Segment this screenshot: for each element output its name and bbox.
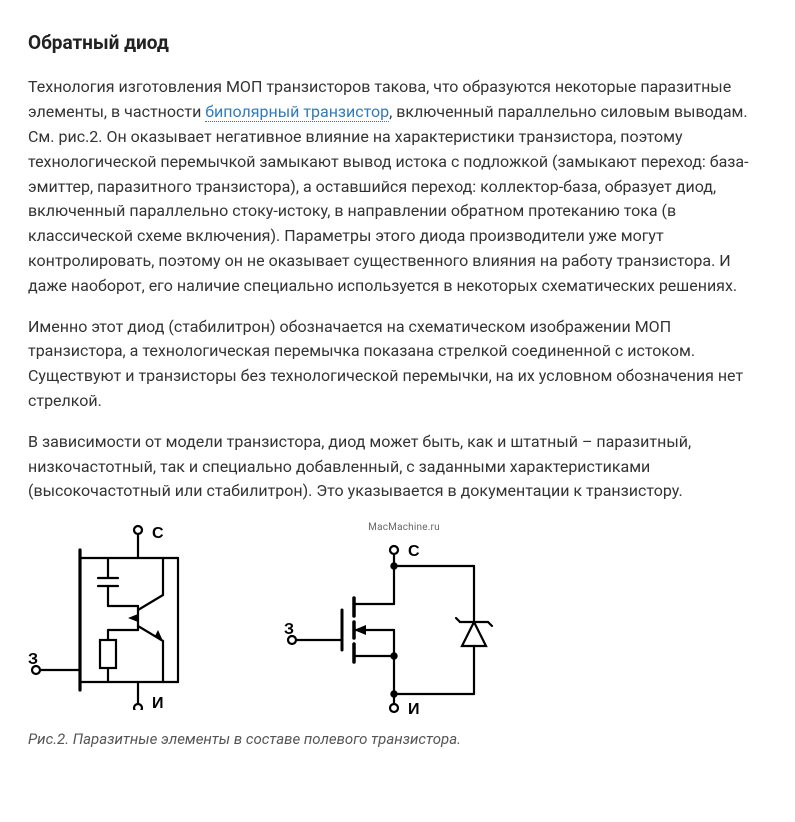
- label-collector-right: С: [408, 543, 420, 560]
- diagram-left: С З И: [28, 520, 248, 710]
- paragraph-3: В зависимости от модели транзистора, дио…: [28, 430, 767, 504]
- section-heading: Обратный диод: [28, 28, 767, 57]
- diagram-right-svg: С З И: [284, 538, 524, 718]
- label-collector-left: С: [152, 525, 164, 542]
- label-gate-left: З: [28, 651, 38, 668]
- paragraph-2: Именно этот диод (стабилитрон) обозначае…: [28, 315, 767, 414]
- label-source-right: И: [408, 701, 420, 718]
- figure-row: С З И MacMachine.ru: [28, 520, 767, 718]
- bipolar-transistor-link[interactable]: биполярный транзистор: [205, 102, 389, 122]
- figure-caption: Рис.2. Паразитные элементы в составе пол…: [28, 728, 767, 751]
- label-source-left: И: [152, 695, 164, 710]
- diagram-left-svg: С З И: [28, 520, 248, 710]
- diagram-right: MacMachine.ru: [284, 520, 524, 718]
- paragraph-1-post: , включенный параллельно силовым выводам…: [28, 102, 749, 295]
- paragraph-1: Технология изготовления МОП транзисторов…: [28, 75, 767, 298]
- watermark-label: MacMachine.ru: [284, 520, 524, 536]
- label-gate-right: З: [284, 621, 294, 638]
